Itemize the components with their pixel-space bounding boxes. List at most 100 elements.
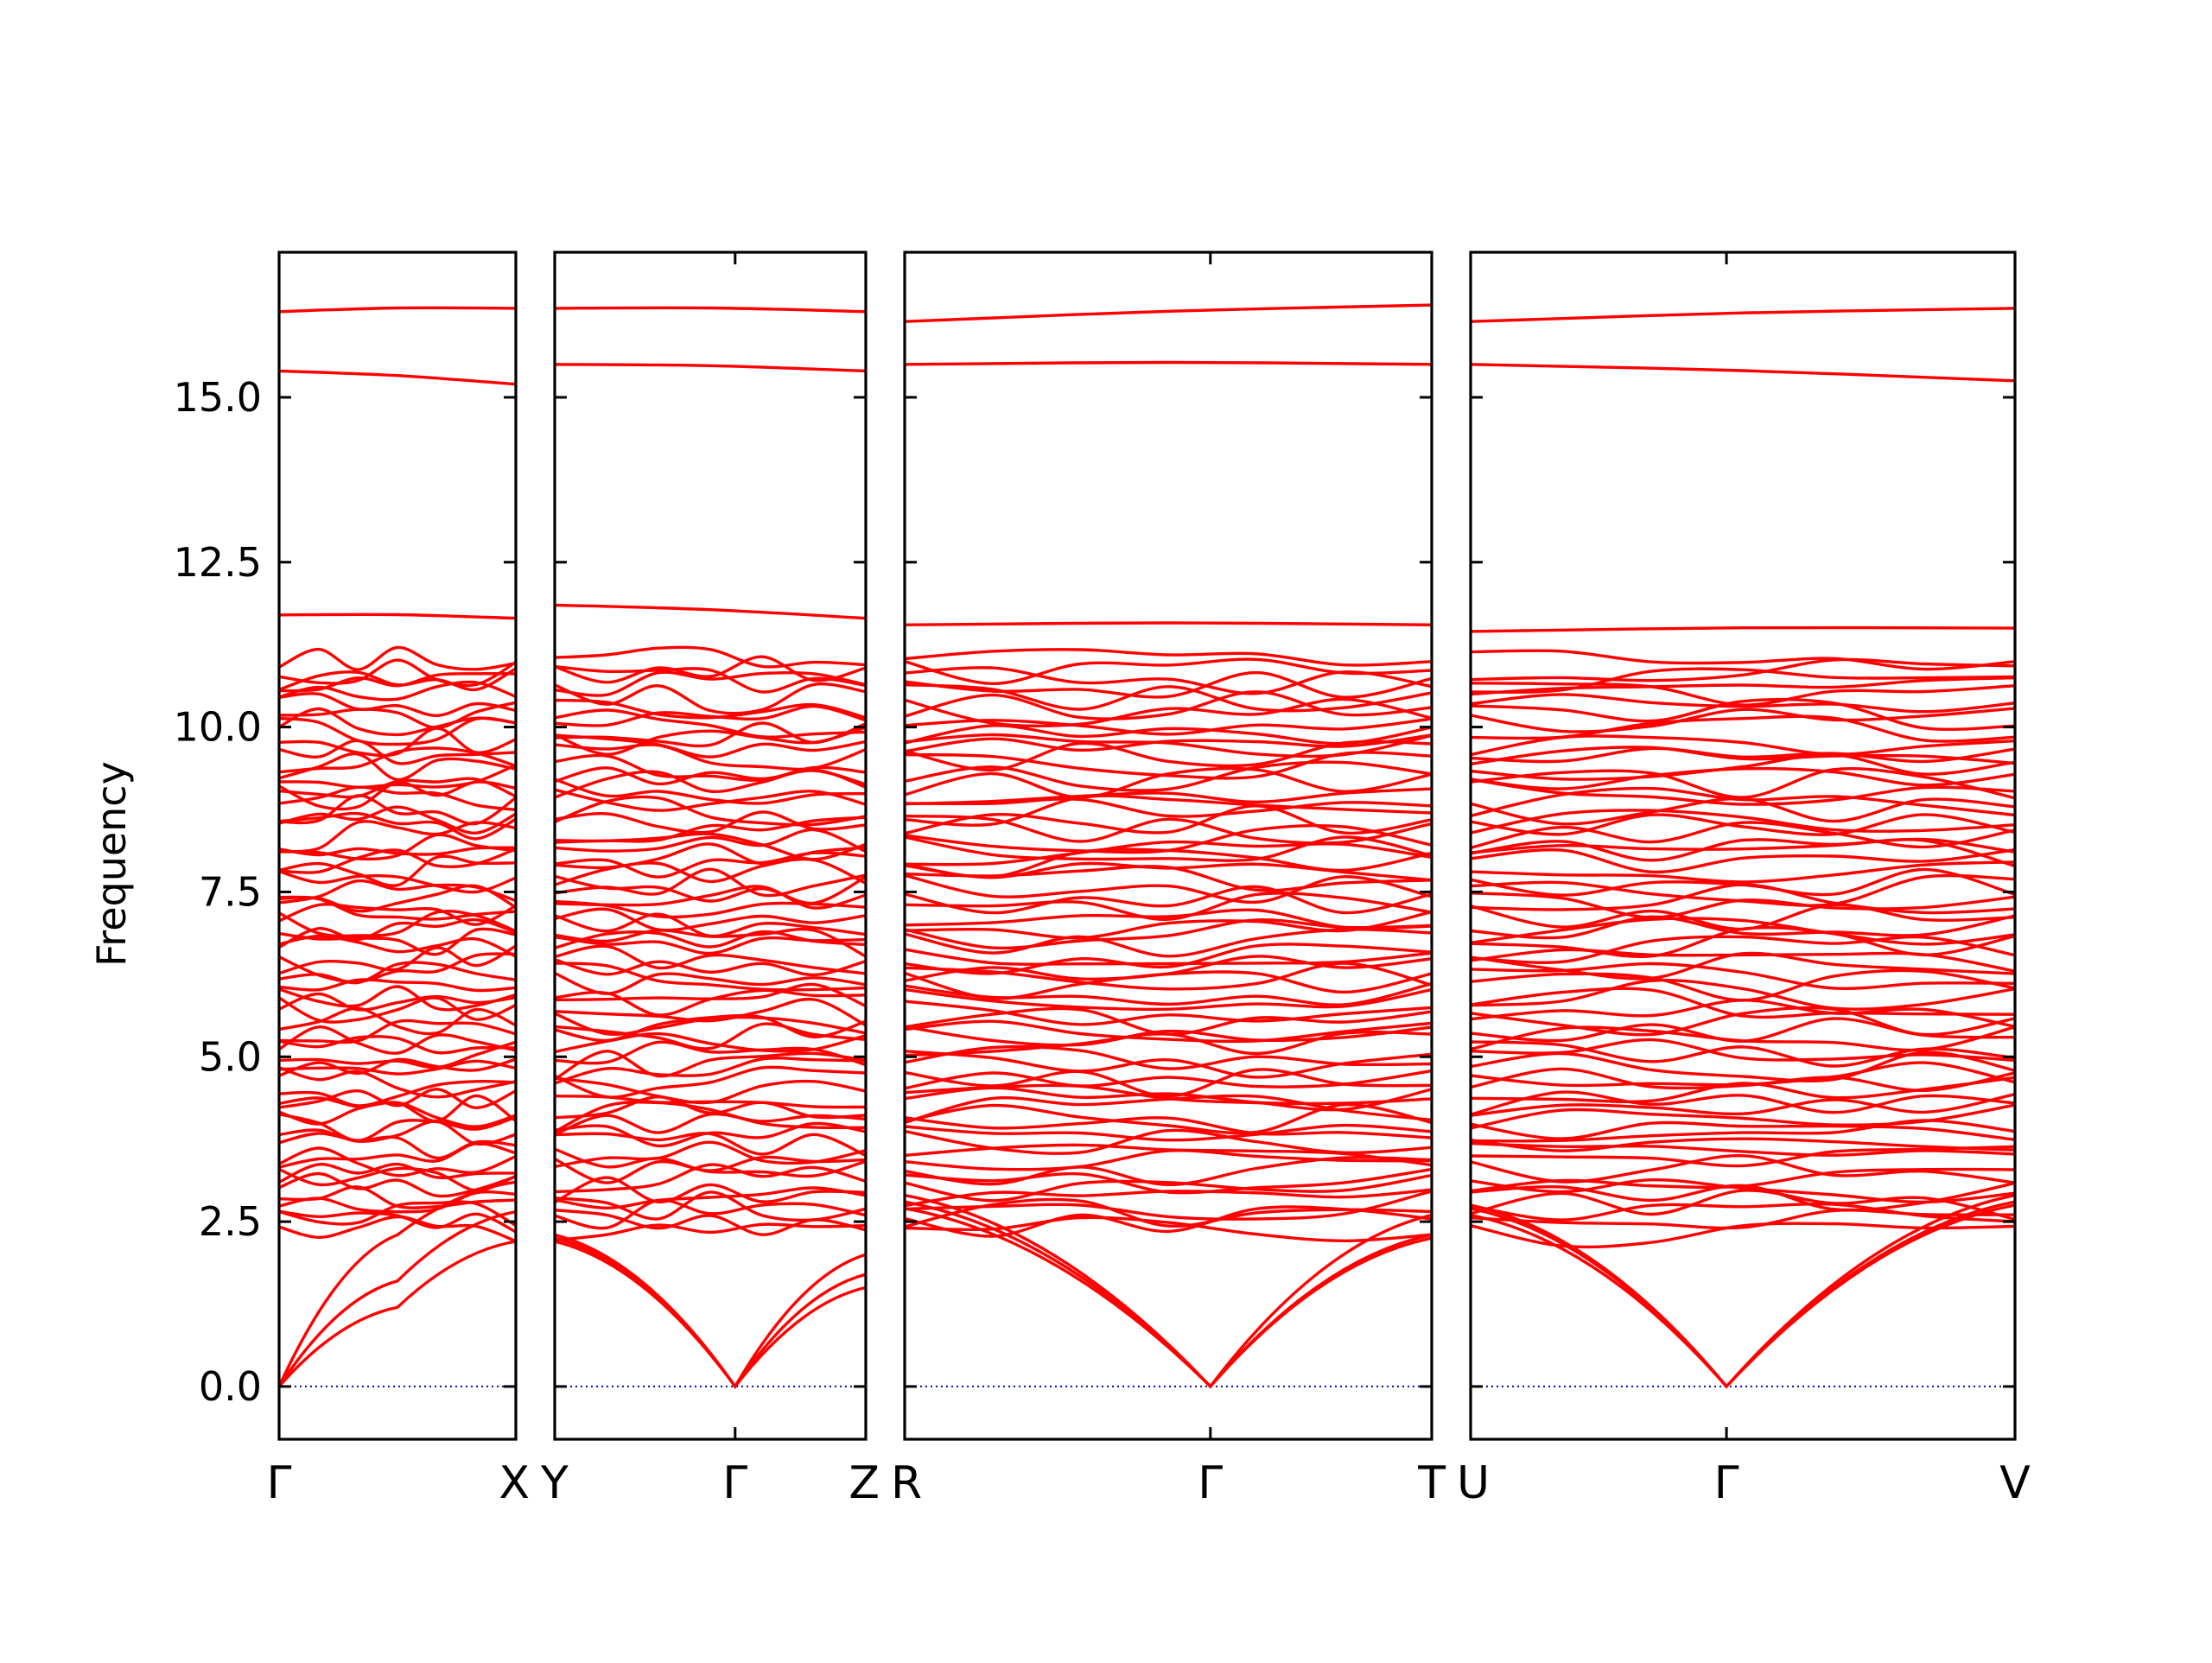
acoustic-band-line bbox=[1470, 1193, 2016, 1389]
band-line bbox=[1470, 1061, 2016, 1088]
band-line bbox=[1470, 1093, 2016, 1117]
band-line-high bbox=[278, 613, 517, 620]
panel-u-gamma-v bbox=[1470, 307, 2016, 1389]
band-line bbox=[904, 970, 1433, 1000]
band-line bbox=[904, 987, 1433, 1012]
acoustic-band-line bbox=[554, 1240, 867, 1389]
band-line bbox=[904, 814, 1433, 845]
band-line bbox=[904, 690, 1433, 720]
band-line bbox=[904, 733, 1433, 759]
band-line bbox=[278, 1120, 517, 1146]
band-line bbox=[554, 885, 867, 910]
band-line bbox=[278, 934, 517, 958]
band-line bbox=[554, 743, 867, 771]
band-line bbox=[554, 682, 867, 715]
band-line bbox=[278, 1088, 517, 1110]
band-line bbox=[554, 1186, 867, 1210]
kpoint-label: X bbox=[499, 1457, 530, 1509]
panel-y-gamma-z bbox=[554, 306, 867, 1390]
band-line bbox=[904, 873, 1433, 904]
band-line bbox=[1470, 786, 2016, 818]
band-line bbox=[904, 943, 1433, 975]
band-line bbox=[278, 978, 517, 993]
band-line bbox=[278, 996, 517, 1024]
band-line bbox=[1470, 867, 2016, 897]
band-line bbox=[1470, 848, 2016, 874]
acoustic-band-line bbox=[1470, 1203, 2016, 1389]
band-line bbox=[278, 739, 517, 765]
band-line bbox=[554, 1012, 867, 1037]
kpoint-label: U bbox=[1457, 1457, 1490, 1509]
band-line bbox=[554, 1065, 867, 1099]
band-line bbox=[278, 927, 517, 956]
band-line bbox=[278, 1094, 517, 1123]
frames-layer bbox=[277, 251, 2017, 1441]
band-line bbox=[278, 811, 517, 841]
band-line bbox=[1470, 766, 2016, 790]
band-line bbox=[554, 935, 867, 955]
acoustic-band-line bbox=[1470, 1200, 2016, 1389]
band-line bbox=[1470, 797, 2016, 826]
band-line-high bbox=[554, 603, 867, 620]
band-line bbox=[904, 1069, 1433, 1090]
band-line bbox=[278, 1019, 517, 1044]
y-axis-label: Frequency bbox=[88, 761, 135, 967]
band-line bbox=[1470, 813, 2016, 836]
band-line bbox=[278, 692, 517, 718]
band-line bbox=[1470, 1202, 2016, 1223]
band-line bbox=[1470, 682, 2016, 707]
band-line bbox=[554, 958, 867, 977]
band-line bbox=[278, 985, 517, 1012]
band-line bbox=[554, 1140, 867, 1169]
band-line bbox=[1470, 657, 2016, 682]
band-line bbox=[278, 716, 517, 746]
band-line bbox=[904, 835, 1433, 862]
band-line bbox=[278, 1040, 517, 1070]
band-line bbox=[554, 766, 867, 786]
kpoint-label: Γ bbox=[1714, 1457, 1739, 1509]
band-line bbox=[904, 840, 1433, 866]
band-line bbox=[904, 982, 1433, 1006]
band-line bbox=[278, 917, 517, 949]
band-line bbox=[904, 1000, 1433, 1026]
band-line-high bbox=[1470, 363, 2016, 383]
band-line bbox=[278, 1209, 517, 1234]
band-line bbox=[554, 842, 867, 870]
band-line bbox=[278, 701, 517, 730]
band-line bbox=[1470, 917, 2016, 946]
panel-r-gamma-t bbox=[904, 303, 1433, 1389]
kpoint-label: Γ bbox=[1198, 1457, 1223, 1509]
band-line bbox=[278, 707, 517, 737]
band-line bbox=[278, 727, 517, 758]
band-line bbox=[278, 1025, 517, 1055]
band-line bbox=[278, 667, 517, 692]
kpoint-label: Z bbox=[849, 1457, 880, 1509]
band-line bbox=[1470, 1006, 2016, 1037]
band-line bbox=[904, 733, 1433, 753]
band-line bbox=[904, 892, 1433, 921]
band-line bbox=[278, 1066, 517, 1099]
band-line bbox=[554, 962, 867, 992]
band-line bbox=[1470, 821, 2016, 849]
band-line bbox=[1470, 837, 2016, 854]
band-line bbox=[554, 816, 867, 844]
band-line bbox=[904, 1025, 1433, 1047]
band-line bbox=[1470, 987, 2016, 1019]
band-line bbox=[554, 1198, 867, 1230]
band-line bbox=[1470, 914, 2016, 940]
band-line bbox=[904, 1156, 1433, 1187]
band-line bbox=[1470, 707, 2016, 733]
band-line bbox=[554, 1101, 867, 1133]
band-line bbox=[554, 1076, 867, 1105]
band-line bbox=[554, 670, 867, 697]
band-line bbox=[1470, 968, 2016, 1002]
band-line bbox=[904, 955, 1433, 982]
band-line bbox=[1470, 1090, 2016, 1116]
band-line bbox=[904, 760, 1433, 792]
band-line bbox=[904, 804, 1433, 835]
band-line bbox=[278, 794, 517, 826]
band-line bbox=[554, 1057, 867, 1085]
band-line bbox=[904, 1019, 1433, 1044]
panel-frame bbox=[1469, 251, 2017, 1441]
band-line bbox=[1470, 676, 2016, 696]
